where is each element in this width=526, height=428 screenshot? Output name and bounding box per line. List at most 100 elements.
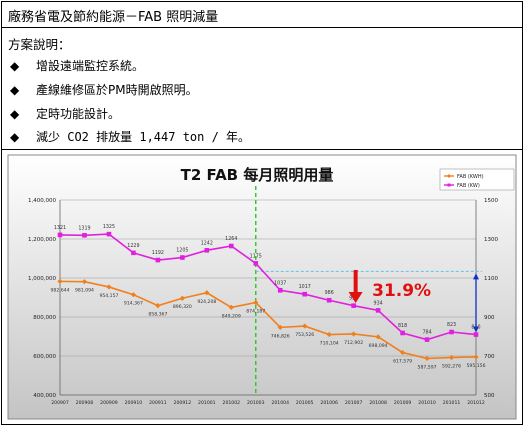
kwh-data-label: 849,209 — [222, 313, 241, 319]
kw-data-label: 823 — [447, 322, 456, 328]
x-tick-label: 200909 — [100, 400, 118, 406]
kw-point — [326, 297, 332, 303]
kw-point — [180, 255, 185, 260]
kw-point — [277, 287, 283, 293]
left-tick-label: 1,400,000 — [28, 198, 56, 204]
page-title: 廠務省電及節約能源－FAB 照明減量 — [8, 10, 219, 25]
chart-legend: FAB (KWH) FAB (KW) — [439, 168, 515, 191]
reduction-annotation: 31.9% — [372, 281, 431, 301]
red-arrow-shaft — [353, 270, 358, 294]
bullet-text: 定時功能設計。 — [36, 107, 121, 121]
left-tick-label: 1,200,000 — [28, 237, 56, 243]
kw-point — [375, 308, 381, 313]
description-row: 方案說明： 增設遠端監控系統。 產線維修區於PM時開啟照明。 定時功能設計。 減… — [2, 28, 522, 150]
kw-point — [449, 329, 454, 335]
legend-label: FAB (KWH) — [457, 174, 484, 180]
blue-arrow-up-icon — [473, 273, 479, 280]
kw-point — [351, 303, 356, 308]
x-tick-label: 200907 — [51, 400, 69, 406]
kw-data-label: 1205 — [176, 248, 188, 254]
right-tick-label: 1100 — [484, 276, 498, 282]
x-tick-label: 201004 — [271, 400, 289, 406]
kwh-data-label: 587,597 — [418, 364, 437, 370]
red-arrow-head-icon — [348, 292, 363, 303]
x-tick-label: 201008 — [369, 400, 387, 406]
legend-label: FAB (KW) — [457, 183, 480, 189]
x-tick-label: 200912 — [174, 400, 192, 406]
kw-data-label: 1175 — [250, 253, 262, 259]
chart-background — [7, 154, 517, 420]
kwh-point — [424, 355, 430, 362]
x-tick-label: 201007 — [345, 400, 363, 406]
kw-point — [302, 291, 308, 297]
x-tick-label: 200908 — [76, 400, 94, 406]
kwh-data-label: 954,157 — [99, 293, 118, 299]
left-tick-label: 400,000 — [33, 393, 56, 399]
kwh-point — [351, 331, 357, 337]
series-line-kwh — [59, 280, 477, 360]
kw-point — [253, 261, 259, 266]
kwh-data-label: 712,902 — [344, 340, 363, 346]
kw-data-label: 1037 — [274, 280, 286, 286]
legend-marker — [447, 174, 451, 178]
series-line-kw — [59, 233, 477, 341]
blue-arrow-down-icon — [473, 326, 479, 333]
kw-point — [131, 250, 136, 256]
x-tick-label: 201002 — [223, 400, 241, 406]
kw-point — [57, 232, 63, 238]
x-tick-label: 200911 — [149, 400, 167, 406]
kw-data-label: 1321 — [54, 225, 66, 231]
legend-marker — [447, 183, 451, 187]
x-tick-label: 200910 — [125, 400, 143, 406]
kwh-data-label: 753,526 — [295, 332, 314, 338]
kwh-point — [179, 295, 185, 301]
kwh-point — [375, 334, 381, 340]
kwh-data-label: 592,276 — [442, 364, 461, 370]
kw-data-label: 986 — [325, 290, 334, 296]
chart-title: T2 FAB 每月照明用量 — [181, 166, 334, 184]
left-tick-label: 600,000 — [33, 354, 56, 360]
right-tick-label: 1300 — [484, 237, 498, 243]
kwh-point — [302, 323, 308, 329]
monthly-lighting-chart: T2 FAB 每月照明用量 400,000 600,000 800,000 1,000… — [7, 154, 517, 420]
x-tick-label: 201006 — [320, 400, 338, 406]
kw-data-label: 934 — [374, 300, 383, 306]
kwh-data-label: 710,104 — [320, 341, 339, 347]
kw-data-label: 1319 — [78, 225, 90, 231]
kwh-point — [473, 354, 479, 360]
kwh-data-label: 982,644 — [51, 287, 70, 293]
legend-box — [439, 168, 515, 191]
kwh-data-label: 924,208 — [197, 299, 216, 305]
left-tick-label: 800,000 — [33, 315, 56, 321]
right-tick-label: 1500 — [484, 198, 498, 204]
kwh-data-label: 874,187 — [246, 309, 265, 315]
kwh-point — [326, 331, 332, 338]
kw-data-label: 1017 — [299, 284, 311, 290]
kwh-data-label: 746,826 — [271, 333, 290, 339]
description-label: 方案說明： — [8, 37, 71, 52]
kw-point — [204, 248, 210, 253]
kw-point — [155, 257, 161, 263]
kwh-data-label: 914,367 — [124, 301, 143, 307]
kw-point — [473, 332, 479, 337]
bullet-text: 產線維修區於PM時開啟照明。 — [36, 83, 198, 97]
bullet-text: 增設遠端監控系統。 — [36, 59, 145, 73]
kw-point — [82, 232, 87, 238]
right-tick-label: 900 — [484, 315, 495, 321]
x-tick-label: 201009 — [394, 400, 412, 406]
kw-data-label: 1229 — [127, 243, 139, 249]
kwh-data-label: 595,156 — [467, 363, 486, 369]
kw-point — [106, 231, 112, 237]
kwh-point — [106, 284, 112, 290]
bullet-text: 減少 CO2 排放量 1,447 ton / 年。 — [36, 130, 251, 144]
chart-row: T2 FAB 每月照明用量 400,000 600,000 800,000 1,000… — [2, 150, 522, 424]
kw-data-label: 1325 — [103, 224, 115, 230]
kw-data-label: 1264 — [225, 236, 237, 242]
kwh-data-label: 858,367 — [148, 312, 167, 318]
kwh-data-label: 698,094 — [369, 343, 388, 349]
kwh-data-label: 896,320 — [173, 304, 192, 310]
title-row: 廠務省電及節約能源－FAB 照明減量 — [2, 2, 522, 28]
kw-data-label: 784 — [422, 330, 431, 336]
kw-data-label: 1192 — [152, 250, 164, 256]
